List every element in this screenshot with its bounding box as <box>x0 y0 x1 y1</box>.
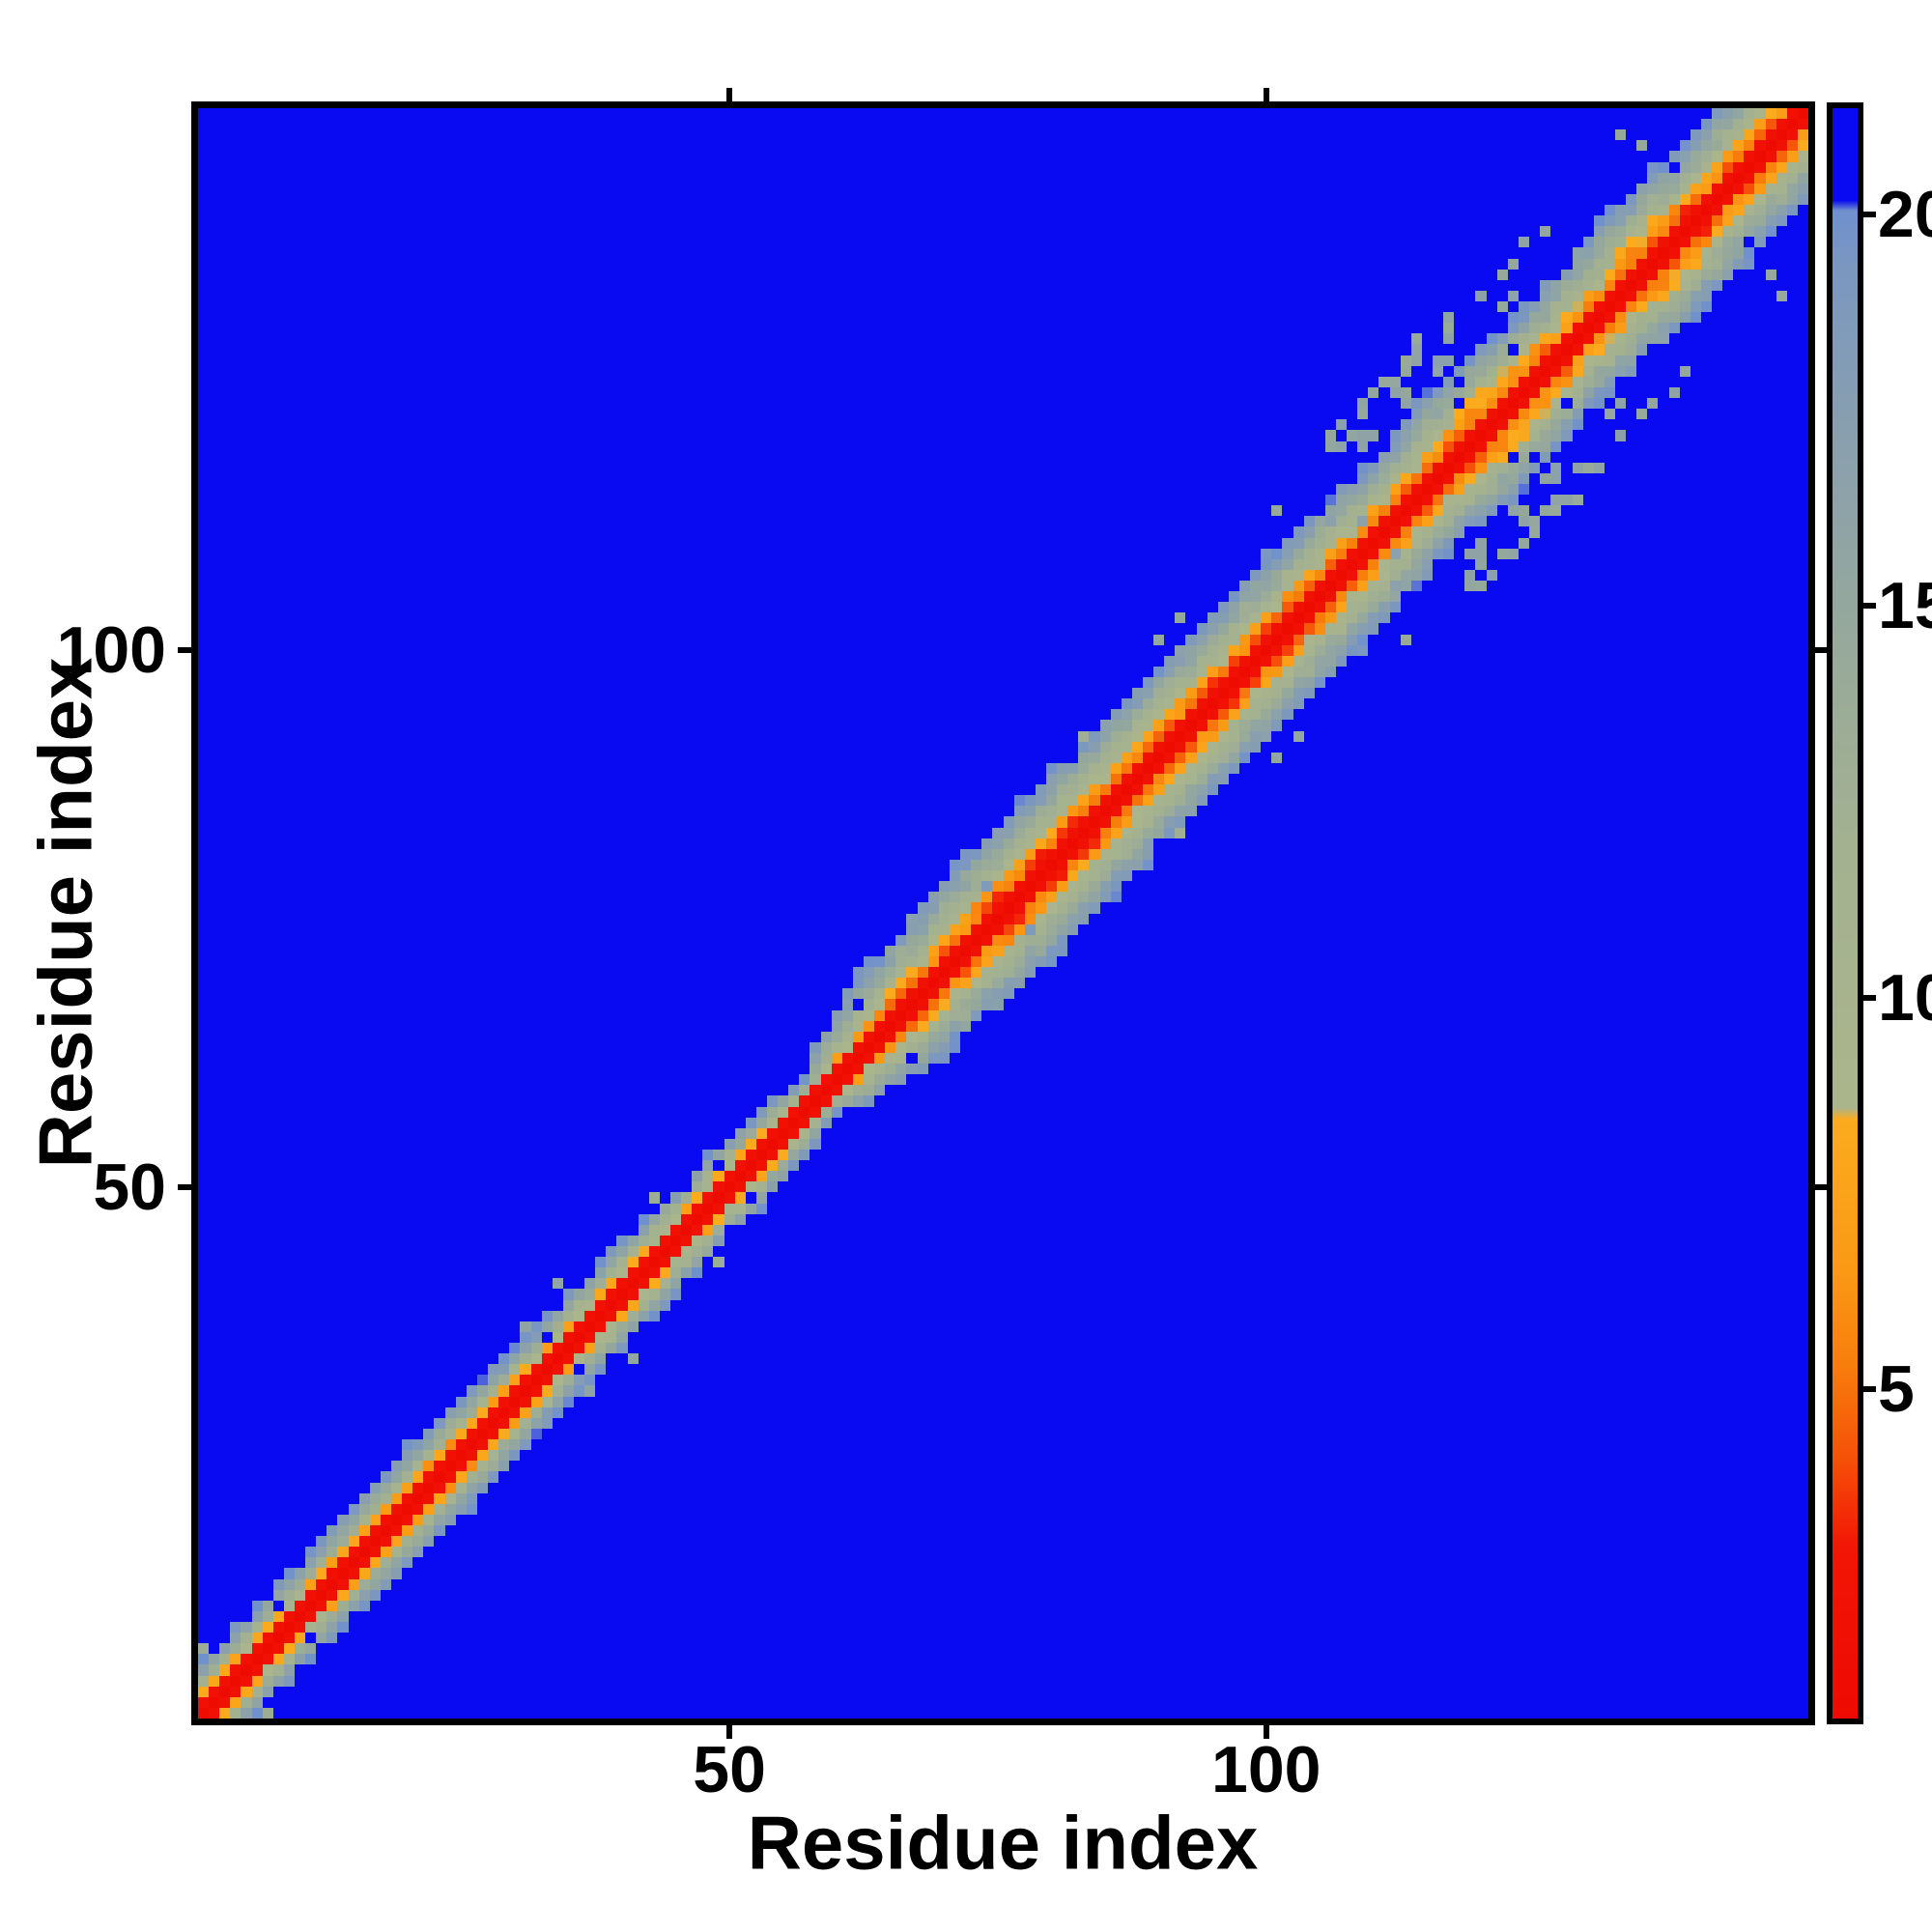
y-tick-mark-right <box>1815 1183 1829 1190</box>
x-axis-label: Residue index <box>747 1800 1259 1886</box>
x-tick-label: 50 <box>693 1733 766 1806</box>
colorbar-tick-label: 15 <box>1878 569 1932 643</box>
heatmap-canvas <box>198 108 1808 1719</box>
colorbar-tick-mark <box>1863 1386 1876 1393</box>
colorbar-tick-label: 20 <box>1878 177 1932 251</box>
colorbar-tick-label: 5 <box>1878 1352 1915 1427</box>
y-tick-label: 50 <box>93 1150 166 1224</box>
x-tick-mark-top <box>726 88 733 101</box>
x-tick-mark <box>1263 1725 1269 1739</box>
colorbar-tick-mark <box>1863 603 1876 610</box>
y-tick-label: 100 <box>56 613 166 688</box>
x-tick-mark-top <box>1263 88 1269 101</box>
y-tick-mark-right <box>1815 647 1829 654</box>
colorbar-tick-label: 10 <box>1878 960 1932 1035</box>
colorbar-canvas <box>1833 108 1858 1719</box>
x-tick-mark <box>726 1725 733 1739</box>
colorbar-tick-mark <box>1863 211 1876 217</box>
colorbar-tick-mark <box>1863 994 1876 1001</box>
y-tick-mark <box>178 1183 191 1190</box>
x-tick-label: 100 <box>1211 1733 1321 1806</box>
y-axis-label: Residue index <box>22 657 108 1169</box>
y-tick-mark <box>178 647 191 654</box>
